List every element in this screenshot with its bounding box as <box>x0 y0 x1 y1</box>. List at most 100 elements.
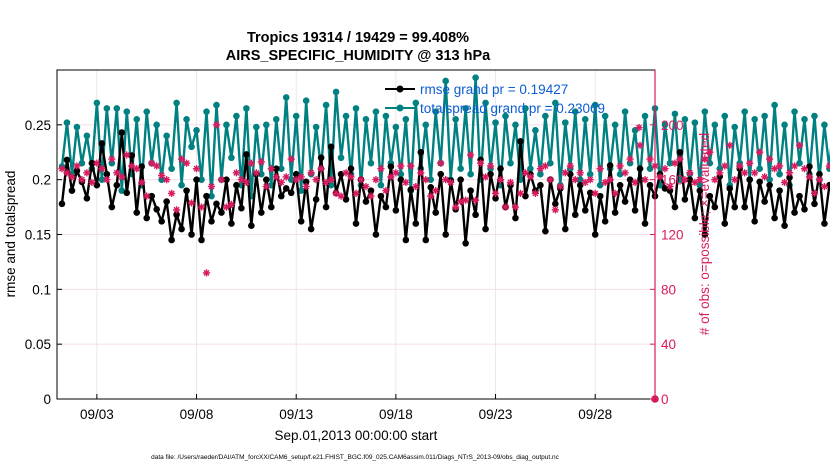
obs-marker-stroke <box>726 142 733 149</box>
obs-evaluated-marker <box>556 182 564 191</box>
spread-series-point <box>467 170 474 178</box>
obs-evaluated-marker <box>635 123 643 132</box>
x-tick-label: 09/23 <box>479 407 513 422</box>
obs-evaluated-marker <box>327 176 335 184</box>
spread-series-line <box>60 76 830 198</box>
obs-evaluated-marker <box>521 169 530 177</box>
rmse-series-point <box>492 195 499 202</box>
obs-marker-stroke <box>801 165 808 172</box>
rmse-series-point <box>407 186 415 193</box>
obs-evaluated-marker <box>641 176 649 184</box>
rmse-series-point <box>706 192 714 200</box>
obs-marker-stroke <box>821 183 828 190</box>
obs-evaluated-marker <box>212 121 221 129</box>
obs-evaluated-marker <box>626 155 634 163</box>
obs-marker-stroke <box>751 169 758 176</box>
rmse-series-point <box>606 162 614 169</box>
rmse-series-point <box>153 205 160 213</box>
spread-series-point <box>631 127 639 134</box>
spread-series-point <box>83 132 91 140</box>
spread-series-point <box>193 127 200 134</box>
rmse-series-point <box>427 184 435 191</box>
obs-marker-stroke <box>641 176 649 183</box>
obs-evaluated-marker <box>287 155 295 163</box>
rmse-series-point <box>263 176 270 183</box>
obs-evaluated-marker <box>307 169 315 177</box>
obs-marker-stroke <box>58 165 66 172</box>
obs-marker-stroke <box>736 162 743 169</box>
rmse-series-point <box>562 225 569 233</box>
obs-evaluated-marker <box>661 165 669 173</box>
legend: rmse grand pr = 0.19427 totalspread gran… <box>385 82 605 116</box>
spread-series-point <box>422 121 430 129</box>
spread-series-point <box>646 165 654 172</box>
rmse-series-point <box>462 239 469 247</box>
spread-series-point <box>188 143 195 151</box>
obs-marker-stroke <box>447 179 454 186</box>
obs-evaluated-marker <box>182 159 191 167</box>
obs-marker-stroke <box>253 169 260 176</box>
obs-marker-stroke <box>153 162 160 169</box>
spread-series-point <box>73 123 81 131</box>
obs-evaluated-marker <box>202 269 211 277</box>
spread-series-point <box>243 105 250 112</box>
obs-marker-stroke <box>238 176 245 183</box>
spread-series-point <box>691 119 699 126</box>
spread-series-point <box>412 99 420 107</box>
obs-marker-stroke <box>188 199 195 207</box>
spread-series-point <box>178 181 185 189</box>
obs-marker-stroke <box>168 190 175 197</box>
spread-series-point <box>287 176 295 183</box>
rmse-series-point <box>596 192 604 200</box>
spread-series-point <box>322 101 330 109</box>
obs-evaluated-marker <box>118 173 126 181</box>
rmse-series-point <box>701 231 709 238</box>
obs-marker-stroke <box>133 165 140 172</box>
rmse-series-point <box>173 211 180 219</box>
obs-marker-stroke <box>357 176 365 183</box>
rmse-series-point <box>272 165 280 172</box>
rmse-series-point <box>576 181 584 189</box>
obs-evaluated-marker <box>506 178 515 187</box>
rmse-series-point <box>751 218 758 225</box>
spread-series-point <box>402 116 410 123</box>
rmse-series-point <box>243 151 250 158</box>
spread-series-point <box>601 112 609 120</box>
obs-evaluated-marker <box>422 176 430 184</box>
rmse-series-point <box>731 203 739 211</box>
rmse-series-point <box>63 156 71 164</box>
spread-series-point <box>168 165 175 172</box>
obs-evaluated-marker <box>716 169 724 177</box>
obs-evaluated-marker <box>711 176 719 184</box>
rmse-series-point <box>287 189 295 197</box>
rmse-series-point <box>442 231 450 238</box>
obs-marker-stroke <box>283 173 290 180</box>
rmse-series-point <box>417 148 425 156</box>
obs-evaluated-marker <box>691 178 699 187</box>
rmse-series-point <box>282 185 290 192</box>
rmse-series-point <box>178 225 185 233</box>
rmse-series-point <box>457 176 464 183</box>
obs-marker-stroke <box>537 165 544 172</box>
obs-evaluated-marker <box>631 178 639 187</box>
obs-marker-stroke <box>612 190 619 197</box>
obs-evaluated-marker <box>815 176 824 184</box>
obs-marker-stroke <box>472 197 479 204</box>
obs-marker-stroke <box>258 158 265 165</box>
obs-evaluated-marker <box>736 162 744 170</box>
spread-series-point <box>457 165 464 172</box>
obs-evaluated-marker <box>785 169 794 177</box>
obs-evaluated-marker <box>656 173 664 181</box>
obs-evaluated-marker <box>262 182 270 191</box>
spread-series-point <box>596 181 604 189</box>
obs-evaluated-marker <box>701 155 709 163</box>
obs-marker-stroke <box>198 204 205 211</box>
obs-evaluated-marker <box>407 162 415 170</box>
obs-marker-stroke <box>98 165 105 172</box>
obs-marker-stroke <box>686 169 693 176</box>
rmse-series-point <box>193 176 200 183</box>
spread-series-point <box>277 165 285 172</box>
obs-marker-stroke <box>367 193 374 200</box>
obs-marker-stroke <box>118 173 125 180</box>
spread-series-point <box>377 181 385 189</box>
